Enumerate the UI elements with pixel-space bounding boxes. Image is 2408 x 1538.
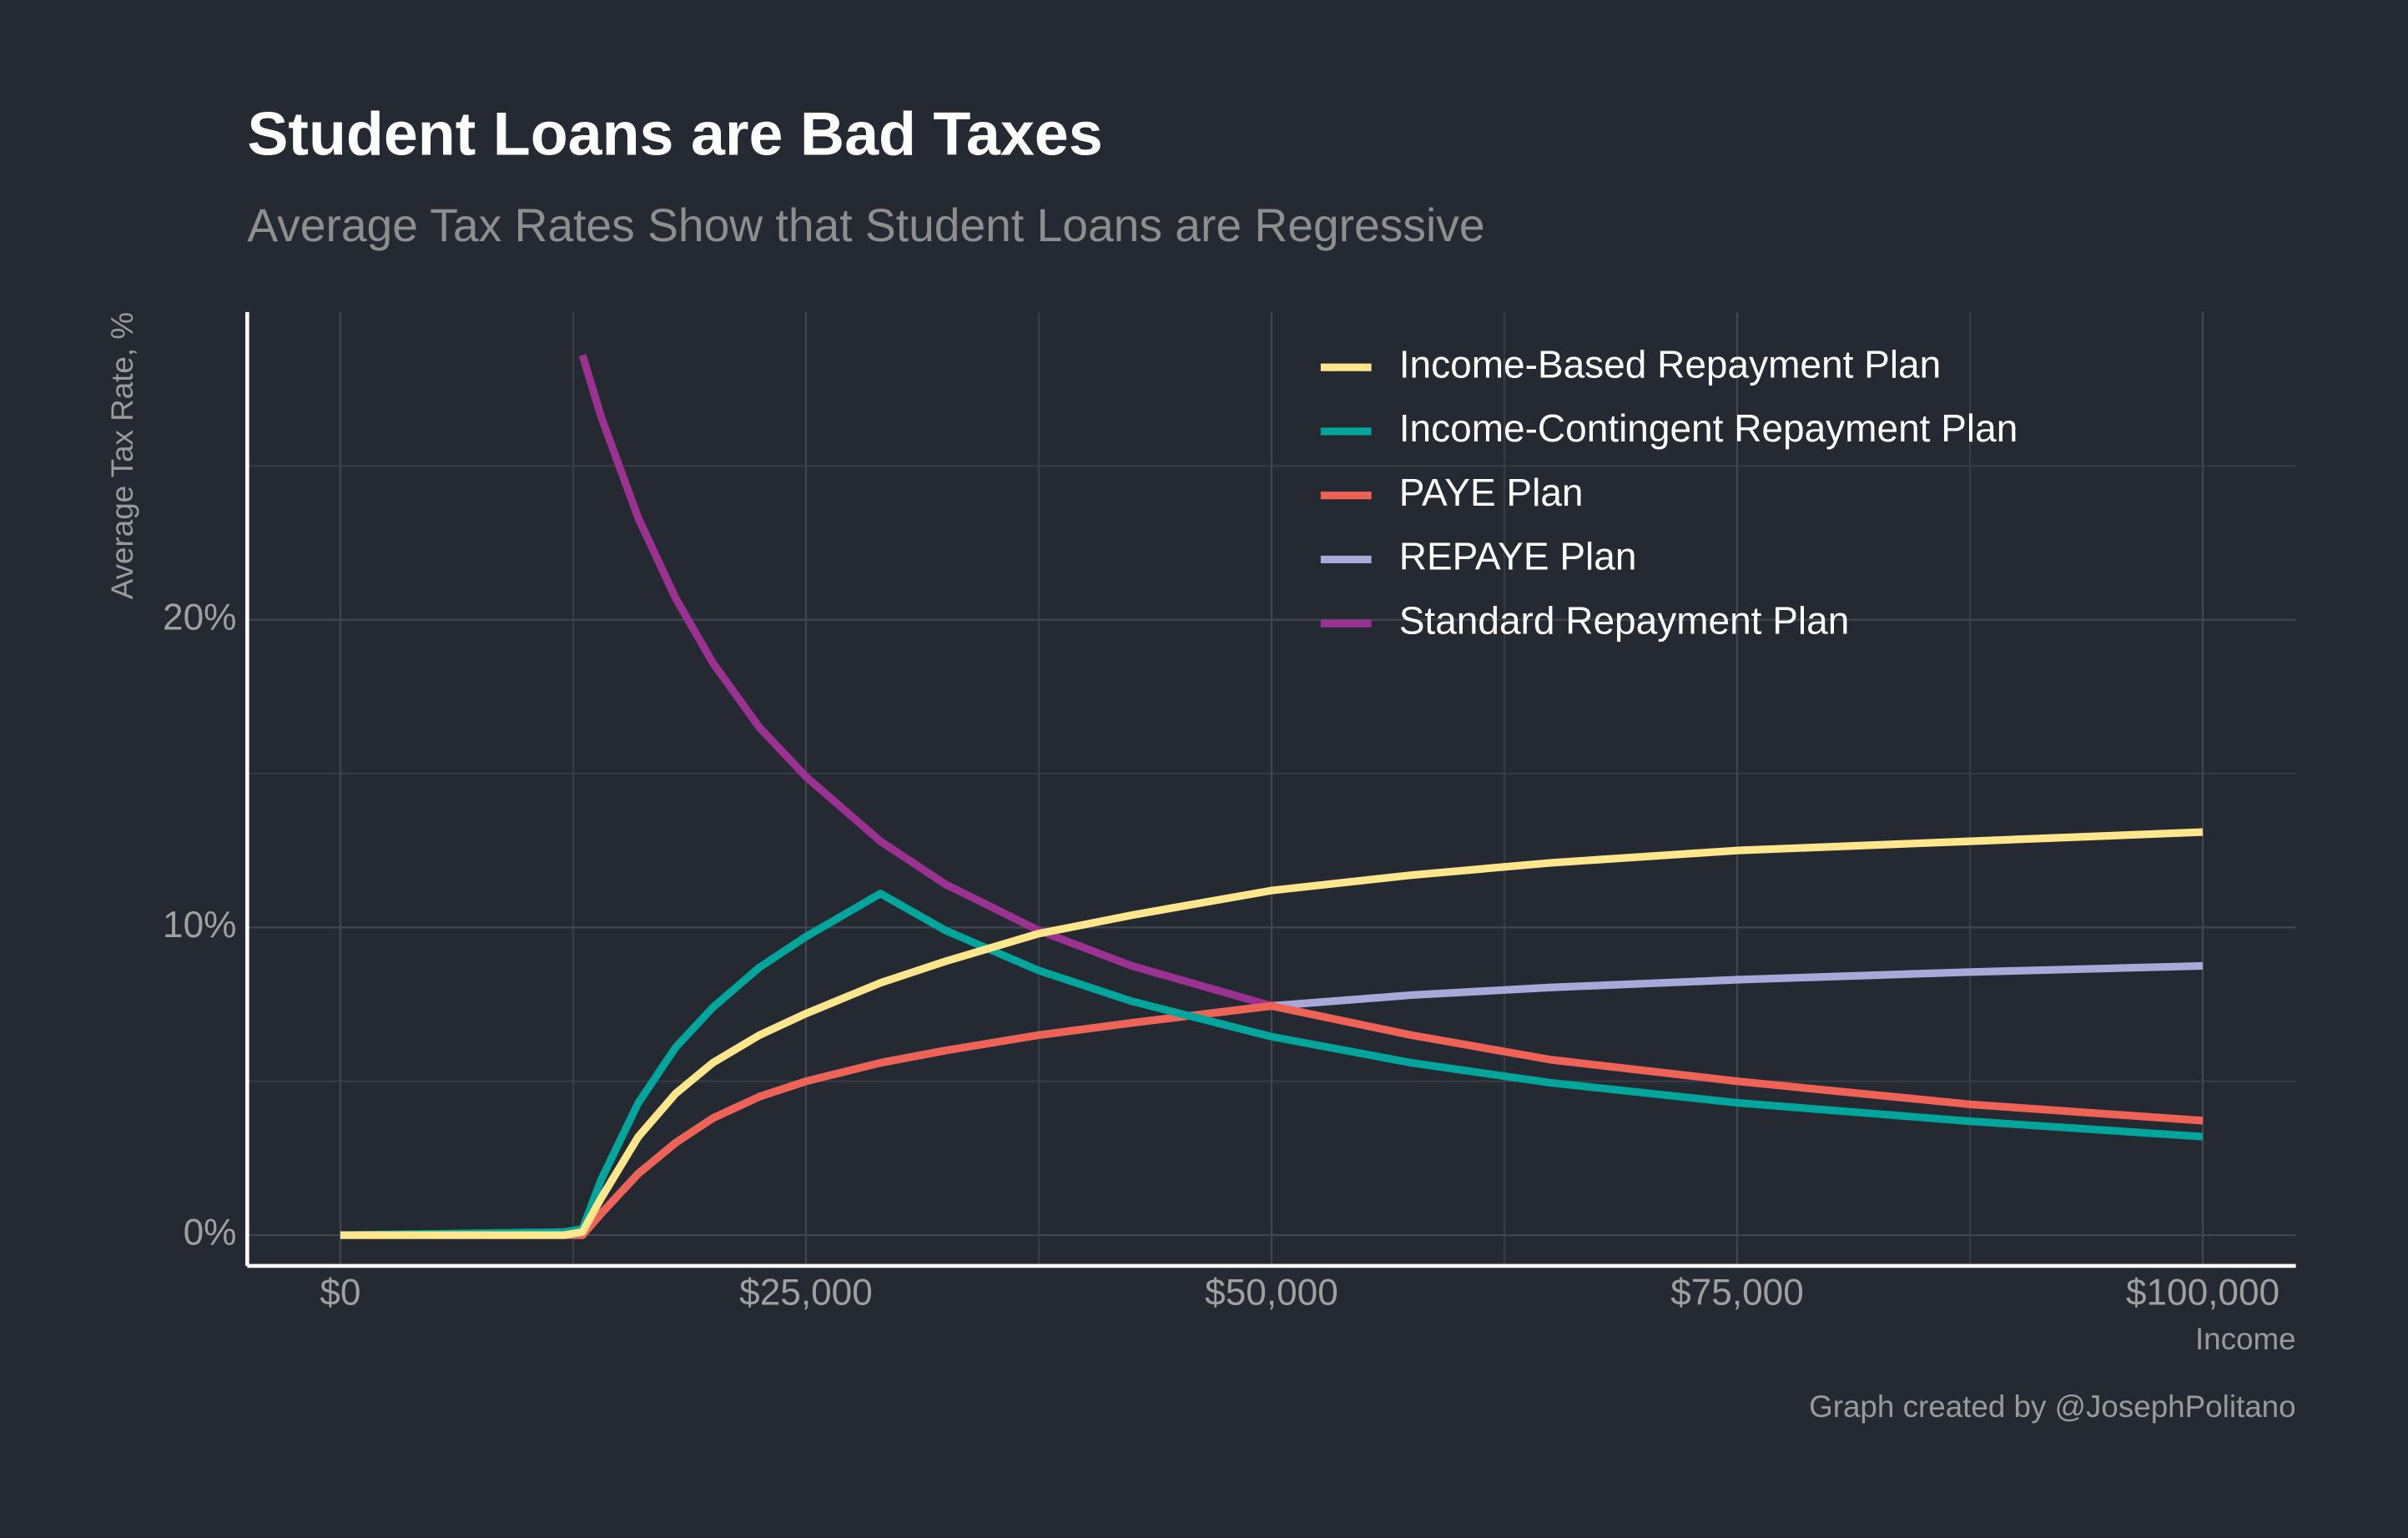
chart-subtitle: Average Tax Rates Show that Student Loan… [247, 199, 1484, 251]
x-tick-label: $50,000 [1205, 1273, 1338, 1314]
legend: Income-Based Repayment Plan Income-Contin… [1320, 342, 2018, 642]
chart-title: Student Loans are Bad Taxes [247, 98, 1102, 168]
legend-label: Income-Based Repayment Plan [1399, 342, 1941, 386]
legend-label: Income-Contingent Repayment Plan [1399, 406, 2018, 450]
y-tick-label: 10% [163, 905, 236, 945]
grid [247, 311, 2296, 1266]
series-line [340, 890, 2204, 1239]
legend-label: REPAYE Plan [1399, 535, 1637, 578]
x-tick-label: $25,000 [739, 1273, 873, 1314]
series-line [340, 828, 2204, 1239]
legend-label: Standard Repayment Plan [1399, 598, 1850, 642]
x-tick-label: $75,000 [1670, 1273, 1804, 1314]
plot-lines [340, 354, 2204, 1239]
x-tick-label: $100,000 [2126, 1273, 2280, 1314]
caption: Graph created by @JosephPolitano [1809, 1389, 2296, 1424]
x-tick-label: $0 [320, 1273, 360, 1314]
series-line [340, 1001, 2204, 1239]
legend-label: PAYE Plan [1399, 471, 1584, 514]
y-tick-label: 0% [184, 1213, 237, 1253]
y-axis-label: Average Tax Rate, % [105, 312, 139, 599]
x-axis-label: Income [2195, 1322, 2296, 1356]
y-tick-label: 20% [163, 597, 236, 638]
